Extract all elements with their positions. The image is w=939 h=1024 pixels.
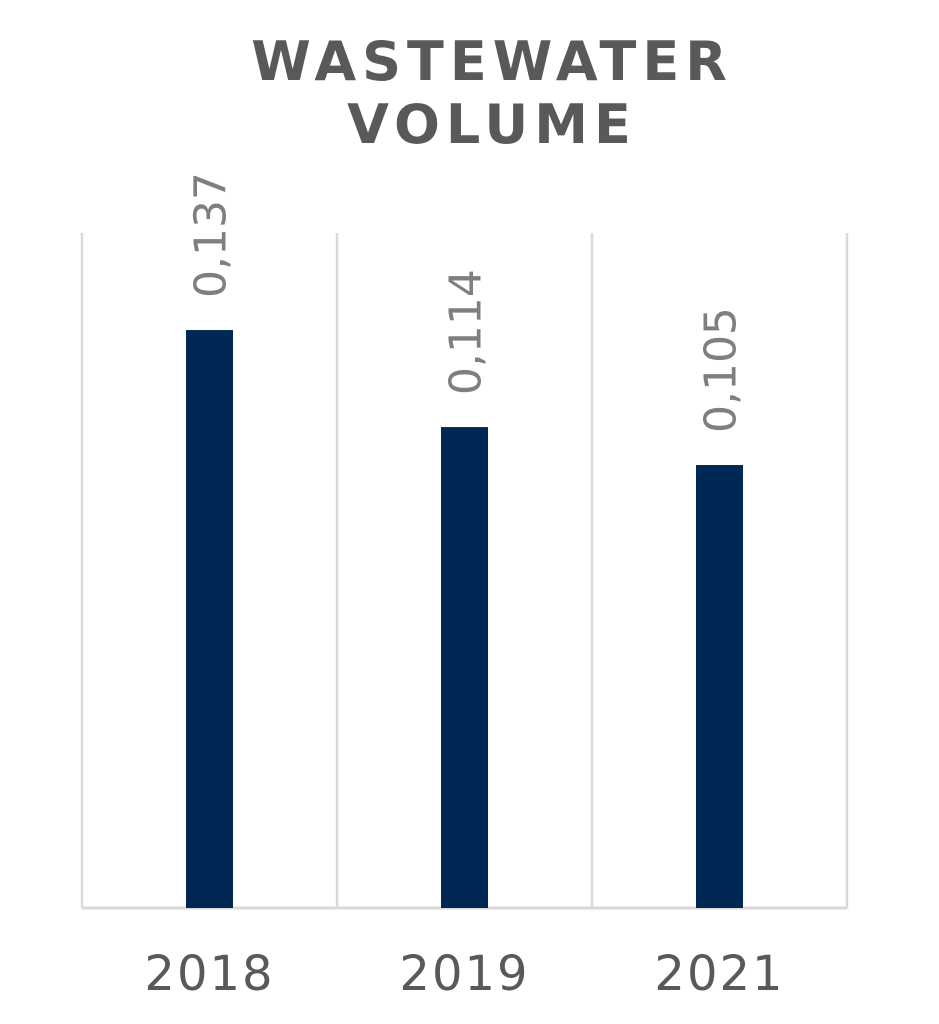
tick-label-2018: 2018 [144,946,274,1002]
bar-2018 [186,330,233,908]
tick-label-2019: 2019 [399,946,529,1002]
tick-label-2021: 2021 [654,946,784,1002]
bar-2021 [696,465,743,908]
data-label-2021: 0,105 [696,307,747,433]
data-label-2018: 0,137 [186,172,237,298]
data-labels: 0,137 0,114 0,105 [186,172,747,433]
bars [186,330,743,908]
chart-title-line-2: VOLUME [347,93,637,156]
chart-title-line-1: WASTEWATER [251,30,733,93]
x-axis-tick-labels: 2018 2019 2021 [144,946,784,1002]
bar-2019 [441,427,488,908]
data-label-2019: 0,114 [441,269,492,395]
